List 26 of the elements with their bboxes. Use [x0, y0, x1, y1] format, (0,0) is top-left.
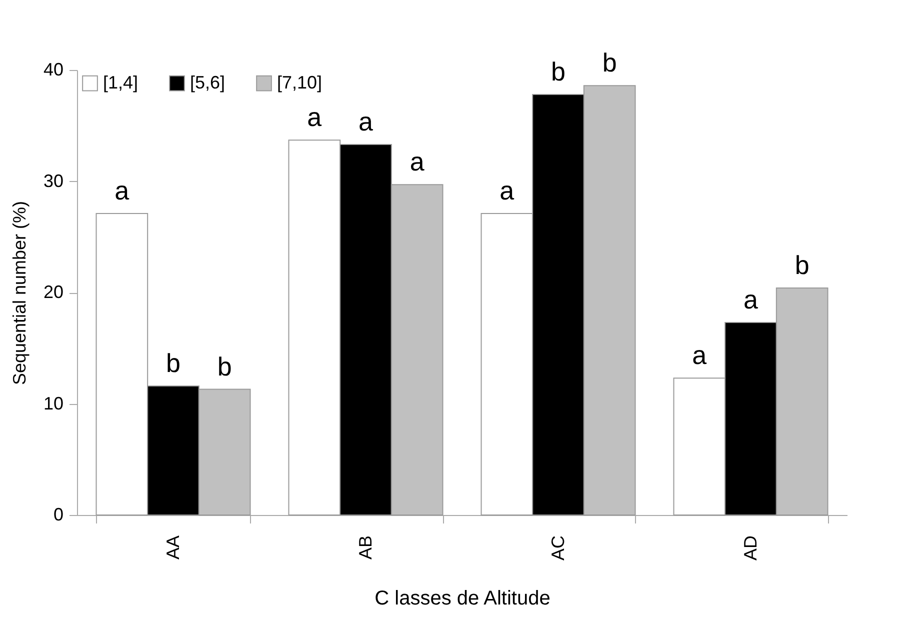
y-tick-label: 40 — [43, 60, 64, 80]
data-label: b — [217, 351, 232, 382]
data-label: a — [114, 176, 130, 206]
y-tick-label: 0 — [53, 504, 64, 524]
data-label: a — [307, 102, 322, 132]
x-tick-label: AD — [740, 536, 760, 561]
y-tick-label: 30 — [43, 170, 64, 191]
y-tick-label: 10 — [43, 393, 64, 414]
data-label: b — [794, 250, 810, 280]
data-label: b — [602, 48, 617, 78]
data-label: b — [166, 348, 180, 378]
legend-label: [5,6] — [190, 72, 226, 92]
y-tick-label: 20 — [43, 282, 64, 302]
x-tick-label: AA — [162, 536, 183, 560]
x-tick-label: AC — [548, 536, 568, 561]
x-axis-title: C lasses de Altitude — [374, 588, 550, 610]
data-label: a — [744, 284, 759, 315]
data-label: a — [500, 176, 515, 206]
data-label: a — [358, 106, 374, 137]
y-axis-title: Sequential number (%) — [9, 200, 30, 386]
legend-label: [1,4] — [103, 72, 138, 92]
legend-label: [7,10] — [277, 72, 322, 92]
x-tick-label: AB — [355, 536, 376, 560]
data-label: b — [551, 56, 566, 86]
data-label: a — [410, 146, 425, 177]
data-label: a — [692, 340, 708, 370]
